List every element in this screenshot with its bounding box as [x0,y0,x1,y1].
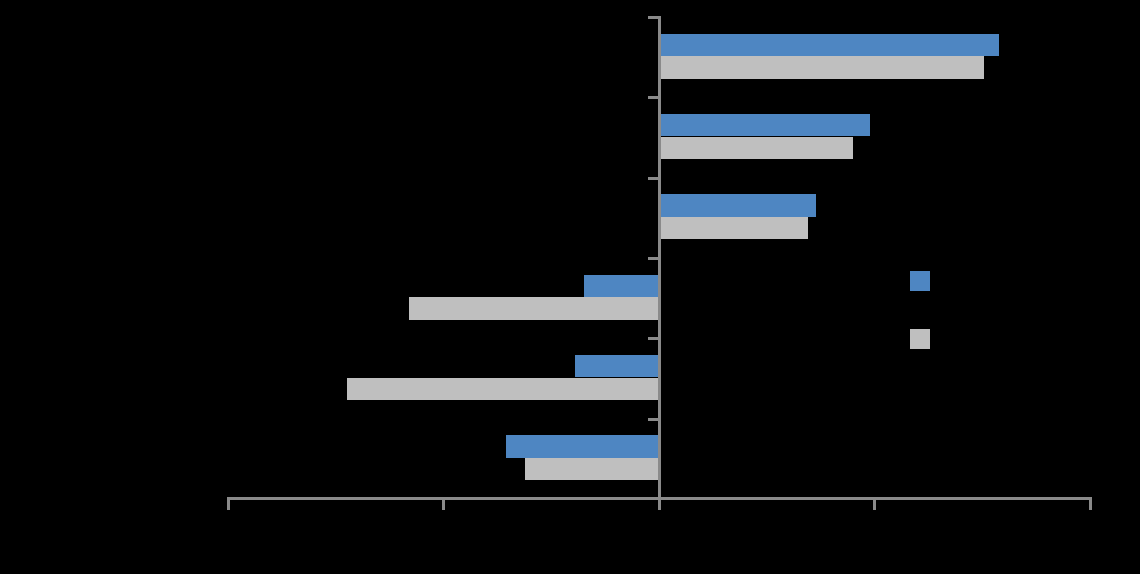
x-axis-tick [226,499,230,510]
x-axis-line [226,496,1092,500]
y-axis-tick [647,96,658,100]
bar-blue-series-row-5 [574,355,659,378]
y-axis-line [657,16,661,501]
y-axis-tick [647,16,658,19]
bar-gray-series-row-2 [659,136,853,159]
y-axis-tick [647,417,658,421]
legend [910,271,930,349]
legend-swatch-gray [910,329,930,349]
bar-gray-series-row-3 [659,216,808,240]
legend-swatch-blue [910,271,930,291]
bar-blue-series-row-4 [583,274,659,298]
bar-gray-series-row-6 [525,457,659,481]
bar-blue-series-row-6 [505,435,659,458]
y-axis-tick [647,337,658,341]
bar-blue-series-row-3 [659,194,817,217]
y-axis-tick [647,257,658,260]
bar-gray-series-row-4 [409,297,659,320]
x-axis-tick [873,499,876,510]
x-axis-tick [1088,499,1092,510]
bar-blue-series-row-2 [659,114,871,137]
bar-gray-series-row-1 [659,56,985,79]
bar-gray-series-row-5 [346,377,659,400]
y-axis-tick [647,176,658,180]
bar-blue-series-row-1 [659,33,1000,57]
x-axis-tick [657,499,661,510]
x-axis-tick [442,499,445,510]
